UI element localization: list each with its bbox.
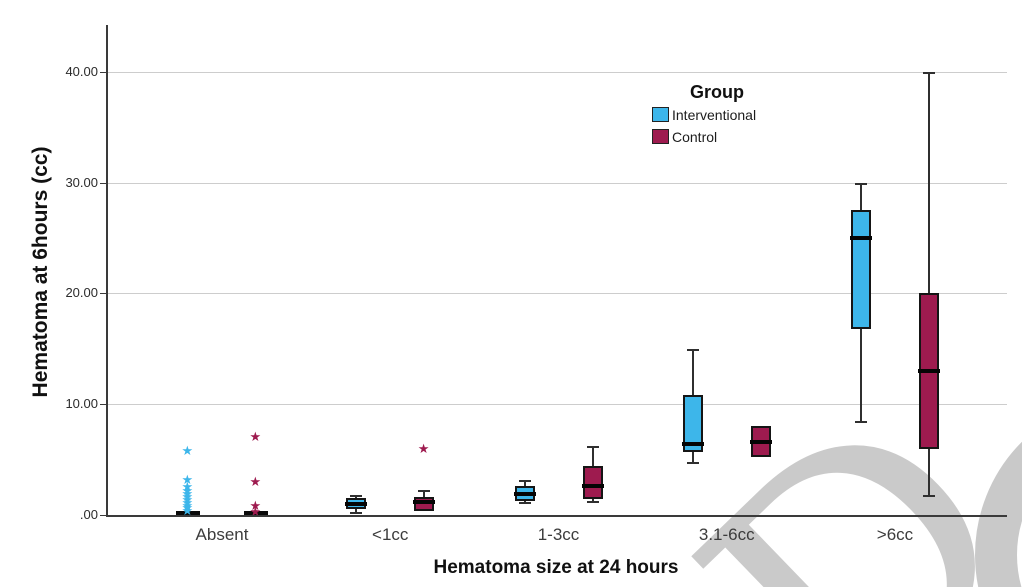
whisker-cap-top: [586, 446, 599, 449]
outlier-star: ★: [181, 500, 194, 516]
legend-item-label: Interventional: [672, 106, 757, 123]
y-tick-label: .00: [79, 507, 98, 522]
whisker-cap-top: [418, 489, 431, 492]
whisker-cap-bottom: [350, 511, 363, 514]
whisker-cap-bottom: [518, 501, 531, 504]
outlier-star: ★: [249, 429, 262, 445]
outlier-star: ★: [181, 485, 194, 501]
whisker-cap-top: [686, 348, 699, 351]
legend: Group Interventional Control: [652, 82, 782, 147]
x-axis-title: Hematoma size at 24 hours: [433, 557, 679, 578]
legend-swatch: [652, 129, 669, 144]
whisker-cap-top: [923, 71, 935, 74]
outlier-star: ★: [181, 489, 194, 505]
y-tick-label: 30.00: [65, 174, 98, 190]
outlier-star: ★: [181, 482, 194, 498]
gridline: [106, 293, 1007, 295]
outlier-star: ★: [181, 471, 194, 487]
category-label: Absent: [195, 525, 249, 544]
outlier-star: ★: [181, 497, 194, 513]
y-axis-line: [106, 25, 108, 517]
outlier-star: ★: [181, 492, 194, 508]
outlier-star: ★: [181, 479, 194, 495]
y-tick: [100, 71, 106, 73]
median-line: [413, 499, 436, 504]
y-tick-label: 40.00: [65, 63, 98, 79]
median-line: [513, 491, 536, 496]
category-label: <1cc: [372, 525, 409, 544]
legend-swatch: [652, 107, 669, 122]
median-line: [918, 368, 940, 373]
outlier-star: ★: [417, 440, 430, 456]
median-line: [749, 439, 772, 444]
collapsed-box: [176, 511, 200, 516]
legend-item-label: Control: [672, 128, 718, 145]
box: [851, 210, 871, 329]
whisker-cap-top: [518, 479, 531, 482]
gridline: [106, 182, 1007, 184]
outlier-star: ★: [249, 473, 262, 489]
y-tick-label: 10.00: [65, 396, 98, 412]
y-tick: [100, 404, 106, 406]
legend-item: Control: [652, 126, 782, 147]
category-label: >6cc: [876, 525, 914, 544]
box: [582, 466, 603, 500]
x-axis-line: [106, 515, 1007, 517]
gridline: [106, 404, 1007, 406]
median-line: [345, 501, 368, 506]
y-tick: [100, 182, 106, 184]
box: [682, 395, 703, 452]
outlier-star: ★: [249, 498, 262, 514]
whisker-cap-bottom: [586, 500, 599, 503]
legend-item: Interventional: [652, 104, 782, 125]
whisker-cap-bottom: [923, 495, 935, 498]
legend-title: Group: [690, 82, 744, 102]
y-tick: [100, 293, 106, 295]
median-line: [850, 236, 872, 240]
median-line: [581, 484, 604, 489]
collapsed-box: [244, 511, 268, 516]
outlier-star: ★: [181, 494, 194, 510]
whisker-cap-top: [350, 495, 363, 498]
y-tick: [100, 515, 106, 516]
box-whisker: [928, 71, 930, 496]
y-axis-title: Hematoma at 6hours (cc): [29, 146, 52, 398]
median-line: [681, 442, 704, 447]
category-label: 3.1-6cc: [698, 525, 755, 544]
outlier-star: ★: [181, 503, 194, 519]
gridline: [106, 71, 1007, 73]
whisker-cap-bottom: [686, 461, 699, 464]
category-label: 1-3cc: [537, 525, 580, 544]
whisker-cap-bottom: [855, 420, 867, 423]
outlier-star: ★: [181, 442, 194, 458]
whisker-cap-top: [855, 182, 867, 185]
outlier-star: ★: [249, 503, 262, 519]
y-tick-label: 20.00: [65, 285, 98, 301]
